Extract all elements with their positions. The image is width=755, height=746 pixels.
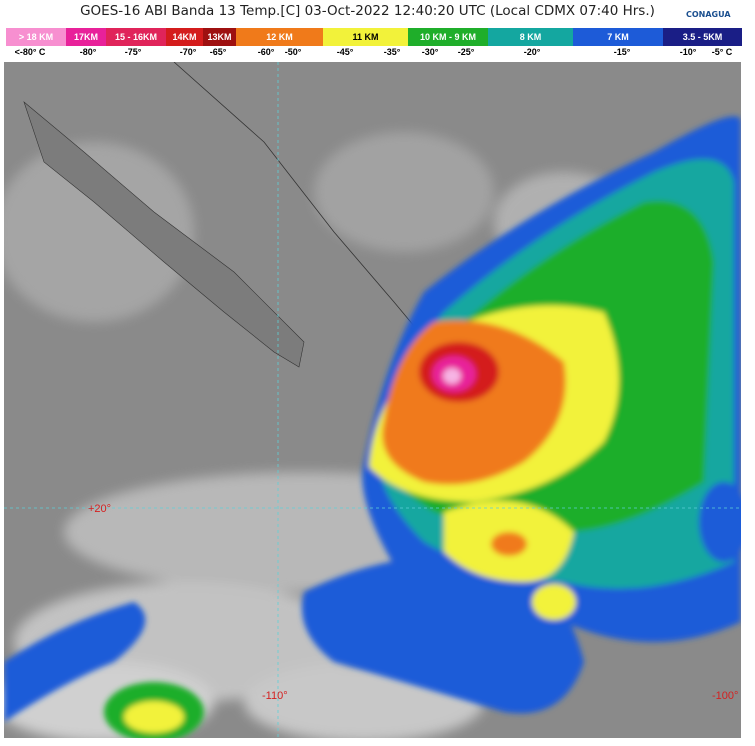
temperature-label: -70° — [179, 47, 197, 57]
latitude-label: +20° — [88, 503, 111, 515]
title: GOES-16 ABI Banda 13 Temp.[C] 03-Oct-202… — [80, 3, 655, 19]
legend-band: 14KM — [166, 28, 203, 46]
legend-band: 10 KM - 9 KM — [408, 28, 488, 46]
satellite-map: +20° -110° -100° — [4, 62, 741, 738]
temperature-label: -50° — [284, 47, 302, 57]
temperature-label: -5° C — [711, 47, 733, 57]
temperature-label: -65° — [209, 47, 227, 57]
legend-band: 15 - 16KM — [106, 28, 166, 46]
legend-band: 13KM — [203, 28, 236, 46]
legend-band: 17KM — [66, 28, 106, 46]
temperature-scale: <-80° C -80° -75° -70° -65° -60° -50° -45° -35° -… — [0, 47, 755, 61]
temperature-label: -30° — [421, 47, 439, 57]
longitude-label: -100° — [712, 690, 738, 702]
logo: CONAGUA — [686, 10, 731, 19]
temperature-label: -25° — [457, 47, 475, 57]
temperature-label: -20° — [523, 47, 541, 57]
temperature-label: <-80° C — [14, 47, 46, 57]
color-legend: > 18 KM 17KM 15 - 16KM 14KM 13KM 12 KM 11 KM 10… — [6, 28, 742, 46]
temperature-label: -80° — [79, 47, 97, 57]
temperature-label: -10° — [679, 47, 697, 57]
legend-band: 7 KM — [573, 28, 663, 46]
legend-band: 3.5 - 5KM — [663, 28, 742, 46]
legend-band: > 18 KM — [6, 28, 66, 46]
temperature-label: -60° — [257, 47, 275, 57]
legend-band: 11 KM — [323, 28, 408, 46]
legend-band: 8 KM — [488, 28, 573, 46]
temperature-label: -75° — [124, 47, 142, 57]
temperature-label: -35° — [383, 47, 401, 57]
temperature-label: -15° — [613, 47, 631, 57]
longitude-label: -110° — [262, 690, 288, 702]
legend-band: 12 KM — [236, 28, 323, 46]
temperature-label: -45° — [336, 47, 354, 57]
